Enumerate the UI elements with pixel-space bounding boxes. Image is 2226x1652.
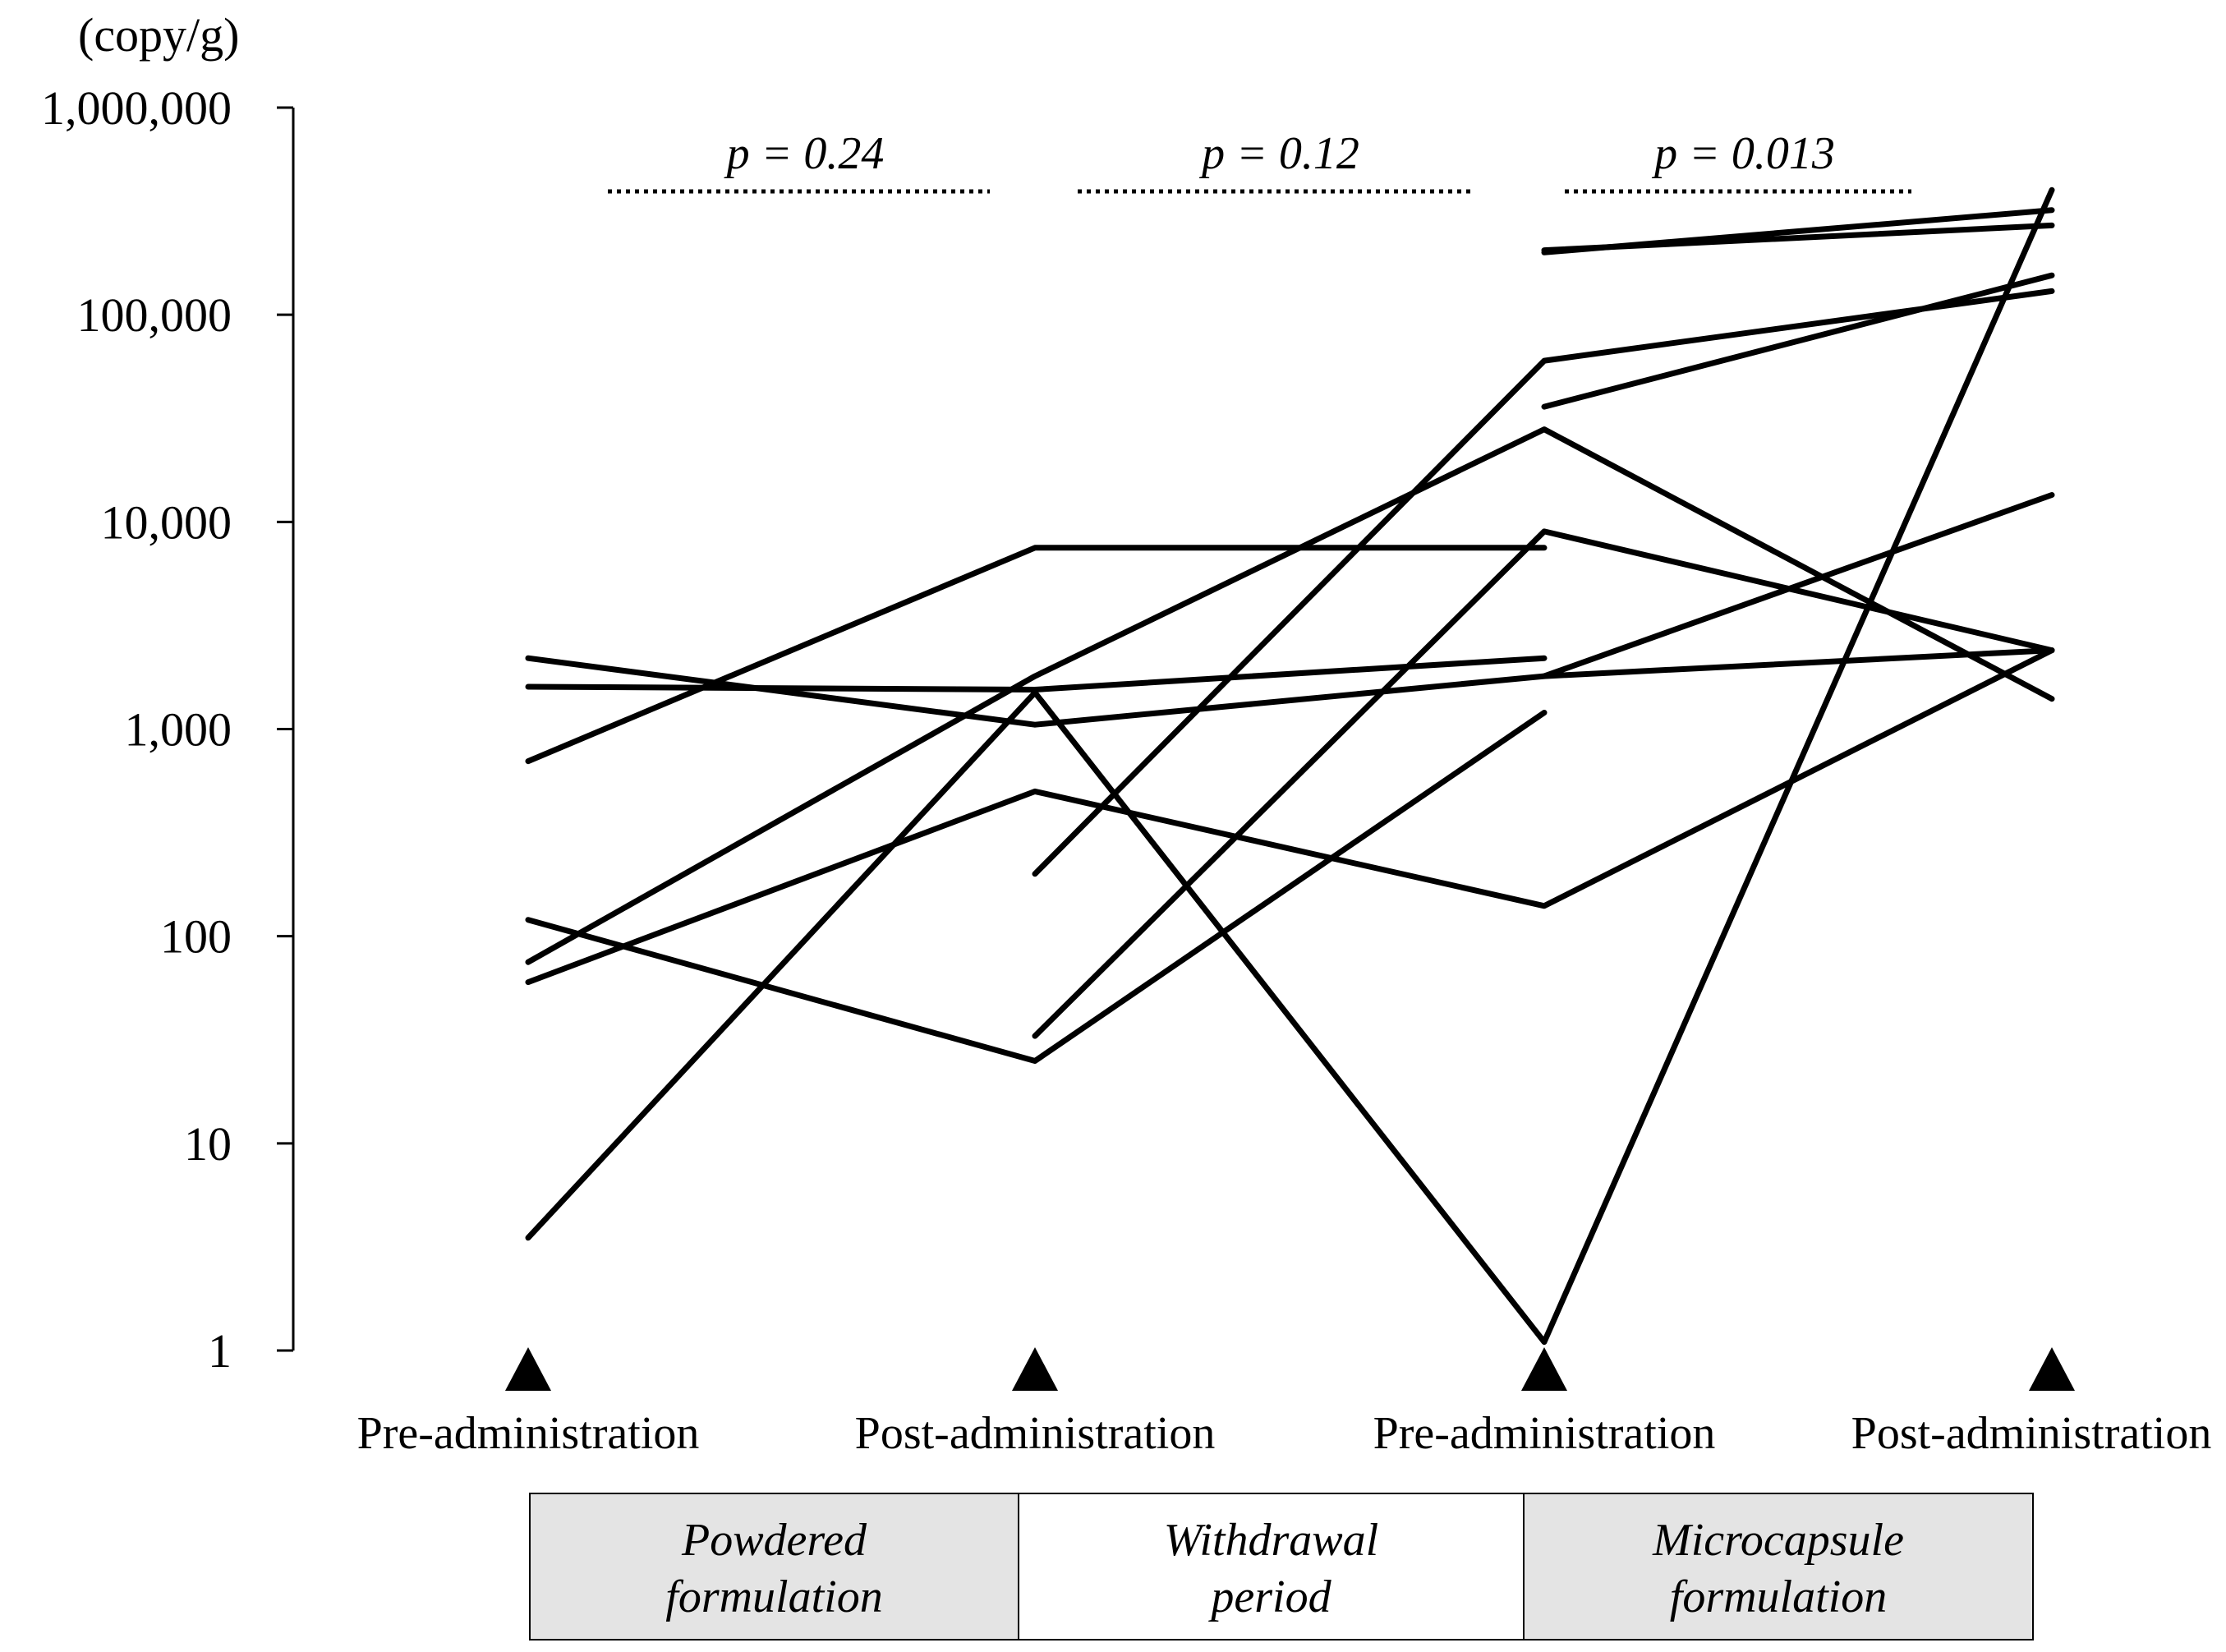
phase-box: [529, 1493, 1019, 1640]
phase-box: [1523, 1493, 2034, 1640]
timepoint-marker-icon: [1521, 1347, 1567, 1391]
series-line-subject-7: [525, 186, 2055, 1346]
category-label: Pre-administration: [357, 1408, 700, 1459]
phase-label: Microcapsule: [1652, 1515, 1904, 1566]
p-value-label: p = 0.12: [1198, 128, 1359, 179]
series-line-subject-1: [525, 647, 2055, 728]
timepoint-markers: [505, 1347, 2075, 1391]
y-tick-label: 1: [208, 1324, 232, 1378]
y-tick-label: 10,000: [101, 495, 232, 549]
series-lines: [525, 186, 2055, 1346]
p-value-label: p = 0.013: [1651, 128, 1835, 179]
series-line-subject-3: [525, 545, 1548, 765]
y-tick-label: 100: [160, 910, 232, 964]
y-tick-label: 100,000: [77, 288, 232, 342]
series-line-subject-11: [1541, 222, 2055, 254]
phase-boxes: PowderedformulationWithdrawalperiodMicro…: [529, 1493, 2034, 1640]
series-line-subject-8: [1032, 288, 2055, 877]
series-line-subject-6: [525, 710, 1548, 1064]
timepoint-marker-icon: [2029, 1347, 2075, 1391]
category-label: Pre-administration: [1373, 1408, 1716, 1459]
y-tick-label: 1,000: [125, 703, 232, 757]
timepoint-marker-icon: [505, 1347, 551, 1391]
category-labels: Pre-administration Post-administration Pre…: [357, 1408, 2212, 1459]
phase-box: [1018, 1493, 1525, 1640]
phase-label: Powdered: [681, 1515, 867, 1566]
comparisons: p = 0.24 p = 0.12 p = 0.013: [608, 128, 1911, 194]
series-line-subject-5: [525, 647, 2055, 986]
series-line-subject-9: [1032, 528, 2055, 1039]
phase-label: period: [1207, 1571, 1331, 1622]
category-label: Post-administration: [1851, 1408, 2212, 1459]
y-unit-label: (copy/g): [78, 8, 240, 62]
phase-label: Withdrawal: [1164, 1515, 1378, 1566]
series-line-subject-12: [1541, 272, 2055, 410]
y-tick-label: 1,000,000: [41, 81, 232, 135]
p-value-label: p = 0.24: [724, 128, 885, 179]
timepoint-marker-icon: [1012, 1347, 1058, 1391]
series-line-subject-4: [525, 426, 2055, 965]
series-line-subject-13: [1541, 492, 2055, 679]
category-label: Post-administration: [855, 1408, 1216, 1459]
y-tick-label: 10: [184, 1117, 232, 1171]
phase-label: formulation: [1670, 1571, 1887, 1622]
y-axis-ticks: 1 10 100 1,000 10,000 100,000 1,000,000: [41, 81, 293, 1378]
phase-label: formulation: [665, 1571, 882, 1622]
